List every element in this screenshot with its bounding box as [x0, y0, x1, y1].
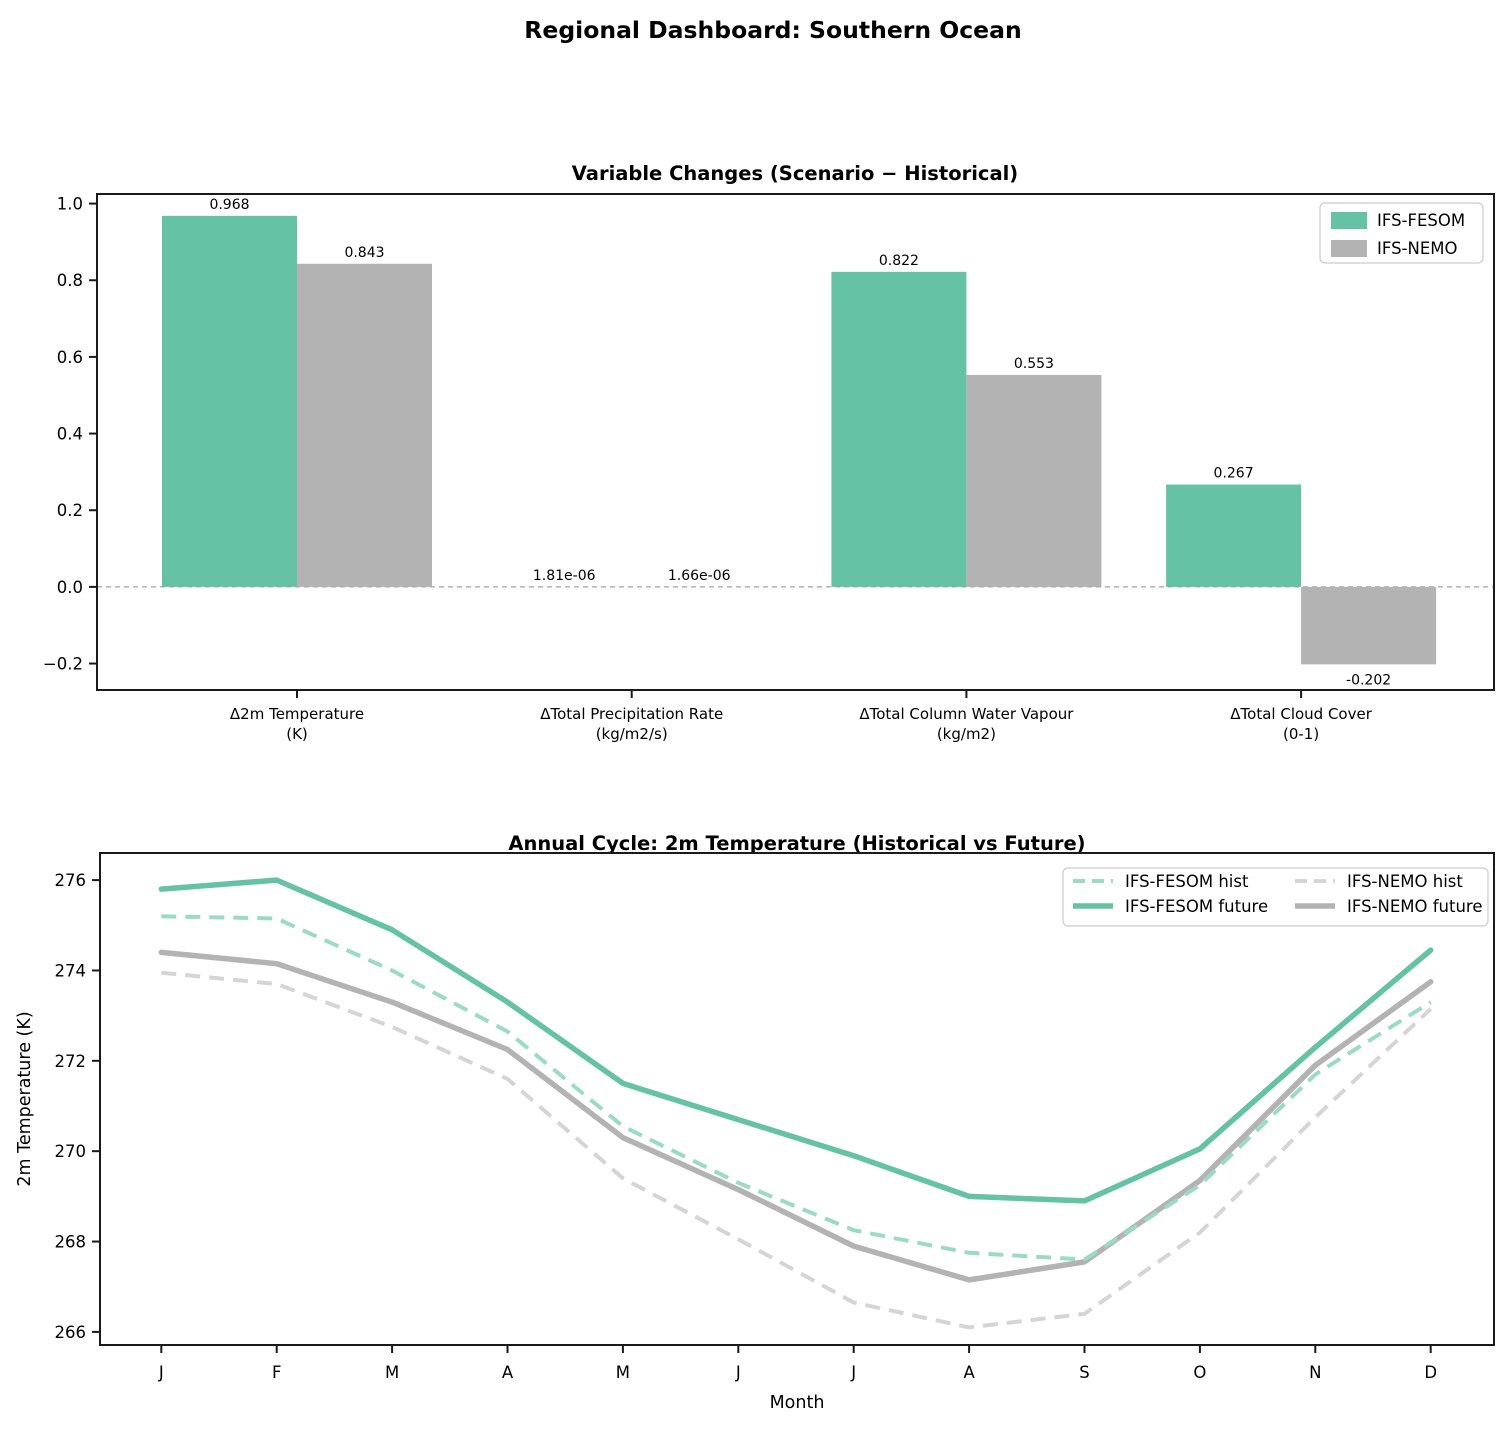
x-category-unit: (K) [286, 725, 308, 743]
x-tick-label: D [1424, 1363, 1437, 1382]
x-tick-label: A [963, 1363, 975, 1382]
line-chart-ylabel: 2m Temperature (K) [15, 1011, 35, 1186]
legend-label: IFS-FESOM [1377, 211, 1465, 230]
bar-IFS-FESOM-cat2 [831, 272, 966, 587]
bar-value-label: -0.202 [1346, 672, 1391, 688]
legend-label: IFS-NEMO future [1347, 897, 1483, 916]
legend-swatch [1331, 212, 1367, 229]
line-chart-title: Annual Cycle: 2m Temperature (Historical… [508, 832, 1085, 855]
x-category-unit: (0-1) [1283, 725, 1319, 743]
bar-IFS-FESOM-cat3 [1166, 485, 1301, 587]
bar-value-label: 1.66e-06 [668, 568, 731, 584]
legend-swatch [1331, 240, 1367, 257]
x-category-label: ΔTotal Precipitation Rate [540, 705, 723, 723]
line-chart: 276 274 272 270 268 266 J F M A M J J A S O N D IFS-FESOM … [55, 853, 1495, 1382]
bar-IFS-FESOM-cat0 [162, 216, 297, 587]
x-tick-label: F [272, 1363, 282, 1382]
y-tick-label: 0.2 [57, 501, 83, 520]
y-tick-label: 266 [55, 1323, 87, 1342]
x-category-label: ΔTotal Cloud Cover [1230, 705, 1372, 723]
page-title: Regional Dashboard: Southern Ocean [524, 16, 1021, 44]
x-tick-label: J [850, 1363, 856, 1382]
x-tick-label: A [502, 1363, 514, 1382]
x-tick-label: J [735, 1363, 741, 1382]
legend-label: IFS-FESOM hist [1125, 872, 1249, 891]
bar-value-label: 0.553 [1014, 356, 1054, 372]
y-tick-label: 268 [55, 1233, 87, 1252]
series-line-IFS-NEMO-hist [161, 973, 1430, 1328]
bar-value-label: 0.843 [344, 245, 384, 261]
x-tick-label: M [616, 1363, 630, 1382]
bar-legend: IFS-FESOM IFS-NEMO [1320, 203, 1483, 263]
bar-IFS-NEMO-cat3 [1301, 587, 1436, 664]
y-tick-label: 0.8 [57, 271, 83, 290]
x-tick-label: M [385, 1363, 399, 1382]
y-tick-label: 0.4 [57, 425, 83, 444]
x-tick-label: N [1309, 1363, 1321, 1382]
y-tick-label: 270 [55, 1142, 87, 1161]
legend-label: IFS-NEMO [1377, 239, 1458, 258]
y-tick-label: 0.0 [57, 578, 83, 597]
bar-chart: 1.0 0.8 0.6 0.4 0.2 0.0 −0.2 0.968 1.81e-06 0.822… [43, 194, 1494, 743]
y-tick-label: 274 [55, 961, 87, 980]
bar-value-label: 0.267 [1214, 466, 1254, 482]
legend-label: IFS-FESOM future [1125, 897, 1268, 916]
bar-IFS-NEMO-cat0 [297, 264, 432, 587]
bar-value-label: 0.822 [879, 253, 919, 269]
legend-label: IFS-NEMO hist [1347, 872, 1463, 891]
line-chart-xlabel: Month [770, 1393, 825, 1413]
bar-value-label: 0.968 [209, 197, 249, 213]
x-tick-label: S [1079, 1363, 1089, 1382]
bar-value-label: 1.81e-06 [533, 568, 596, 584]
bar-chart-title: Variable Changes (Scenario − Historical) [572, 162, 1018, 185]
x-tick-label: J [158, 1363, 164, 1382]
x-category-unit: (kg/m2) [937, 725, 996, 743]
x-category-unit: (kg/m2/s) [596, 725, 668, 743]
x-category-label: Δ2m Temperature [230, 705, 364, 723]
y-tick-label: −0.2 [43, 655, 83, 674]
series-line-IFS-FESOM-future [161, 880, 1430, 1201]
x-tick-label: O [1193, 1363, 1206, 1382]
y-tick-label: 1.0 [57, 195, 83, 214]
y-tick-label: 276 [55, 871, 87, 890]
y-tick-label: 272 [55, 1052, 87, 1071]
bar-IFS-NEMO-cat2 [966, 375, 1101, 587]
line-legend: IFS-FESOM hist IFS-FESOM future IFS-NEMO h… [1063, 868, 1488, 926]
series-line-IFS-FESOM-hist [161, 916, 1430, 1259]
y-tick-label: 0.6 [57, 348, 83, 367]
x-category-label: ΔTotal Column Water Vapour [859, 705, 1074, 723]
